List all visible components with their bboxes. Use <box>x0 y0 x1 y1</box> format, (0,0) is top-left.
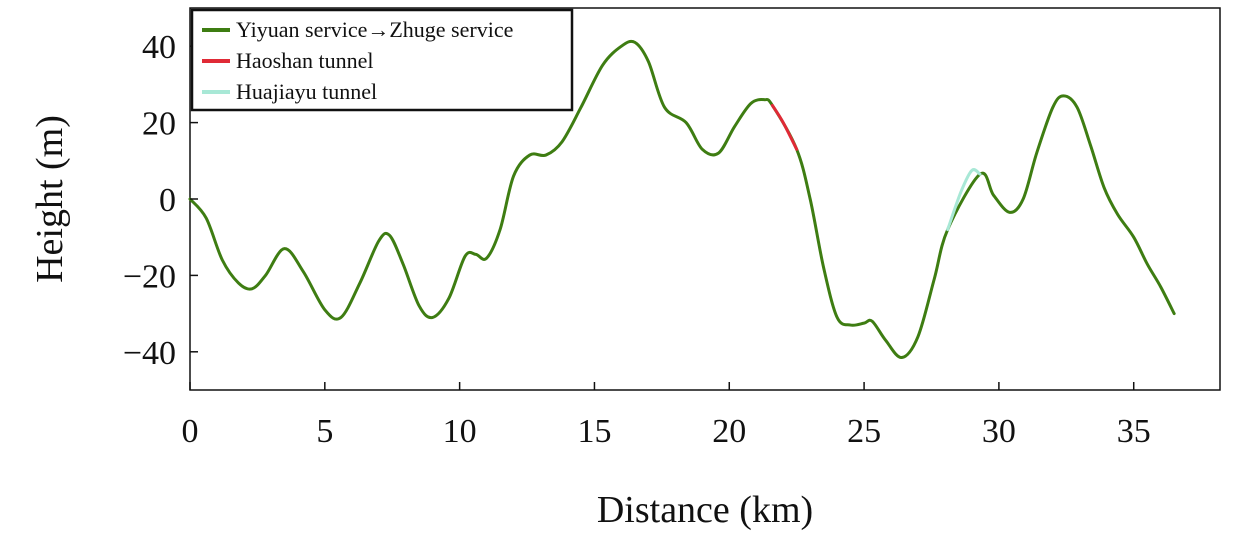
x-tick-label: 35 <box>1117 413 1151 450</box>
legend-label: Huajiayu tunnel <box>236 79 377 104</box>
tick-layer: 0 5 10 15 20 25 30 35 −40 −20 0 20 40 <box>123 29 1151 450</box>
x-axis-title: Distance (km) <box>597 489 813 531</box>
line-layer <box>188 39 1176 360</box>
y-tick-label: 20 <box>142 106 176 143</box>
y-tick-label: −20 <box>123 258 176 295</box>
series-line-0 <box>188 39 1176 360</box>
legend-label: Yiyuan service→Zhuge service <box>236 17 513 42</box>
x-tick-label: 5 <box>316 413 333 450</box>
x-tick-label: 25 <box>847 413 881 450</box>
y-tick-label: −40 <box>123 335 176 372</box>
legend-box <box>190 8 574 112</box>
x-tick-label: 30 <box>982 413 1016 450</box>
x-tick-label: 15 <box>577 413 611 450</box>
y-tick-label: 40 <box>142 29 176 66</box>
legend: Yiyuan service→Zhuge service Haoshan tunn… <box>190 8 574 112</box>
x-tick-label: 10 <box>443 413 477 450</box>
y-tick-label: 0 <box>159 182 176 219</box>
x-tick-label: 20 <box>712 413 746 450</box>
series-line-1 <box>770 103 799 151</box>
series-line-2 <box>946 168 982 232</box>
y-axis-title: Height (m) <box>29 115 71 283</box>
legend-label: Haoshan tunnel <box>236 48 373 73</box>
x-tick-label: 0 <box>182 413 199 450</box>
